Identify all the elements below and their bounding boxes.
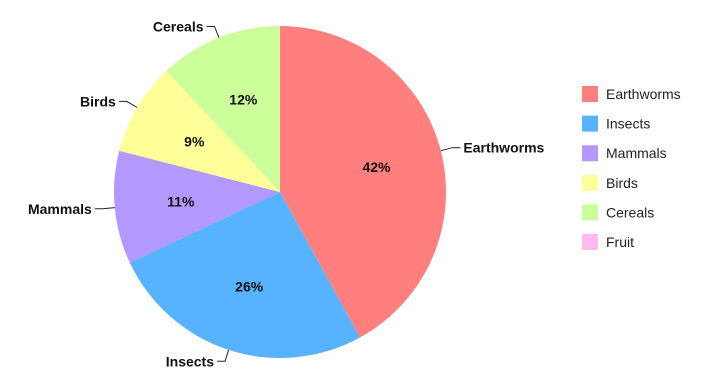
outer-label-insects: Insects — [166, 353, 214, 369]
slice-earthworms — [280, 26, 447, 338]
legend-swatch-fruit — [582, 234, 598, 250]
outer-label-mammals: Mammals — [28, 201, 92, 217]
legend-label-cereals: Cereals — [606, 204, 654, 220]
legend-swatch-insects — [582, 115, 598, 132]
slice-insects — [129, 192, 360, 359]
percent-label-cereals: 12% — [229, 91, 258, 107]
leader-line-earthworms — [440, 147, 461, 152]
percent-label-birds: 9% — [184, 133, 205, 149]
outer-label-birds: Birds — [80, 93, 116, 109]
legend-swatch-cereals — [582, 204, 598, 221]
legend-label-mammals: Mammals — [606, 145, 667, 161]
slice-mammals — [114, 150, 280, 263]
slice-cereals — [166, 26, 280, 192]
leader-line-birds — [118, 100, 138, 108]
outer-label-cereals: Cereals — [153, 19, 204, 35]
legend-swatch-birds — [582, 174, 598, 191]
legend-label-insects: Insects — [606, 116, 650, 132]
legend-swatch-mammals — [582, 145, 598, 162]
legend: Earthworms Insects Mammals Birds Cereals Frui… — [582, 86, 681, 250]
percent-label-earthworms: 42% — [362, 159, 391, 175]
percent-label-mammals: 11% — [167, 193, 195, 209]
leader-line-insects — [217, 349, 230, 362]
outer-label-earthworms: Earthworms — [463, 140, 544, 156]
legend-label-earthworms: Earthworms — [606, 86, 681, 102]
percent-label-insects: 26% — [235, 279, 264, 295]
slices-layer — [114, 26, 447, 359]
outer-labels-layer: Earthworms Insects Mammals Birds Cereals — [28, 19, 545, 370]
legend-label-birds: Birds — [606, 175, 638, 191]
leader-line-cereals — [206, 26, 220, 38]
leader-line-mammals — [94, 207, 115, 210]
legend-swatch-earthworms — [582, 86, 598, 102]
slice-birds — [119, 70, 280, 192]
legend-label-fruit: Fruit — [606, 234, 634, 250]
percent-labels-layer: 42% 26% 11% 9% 12% — [167, 91, 391, 294]
